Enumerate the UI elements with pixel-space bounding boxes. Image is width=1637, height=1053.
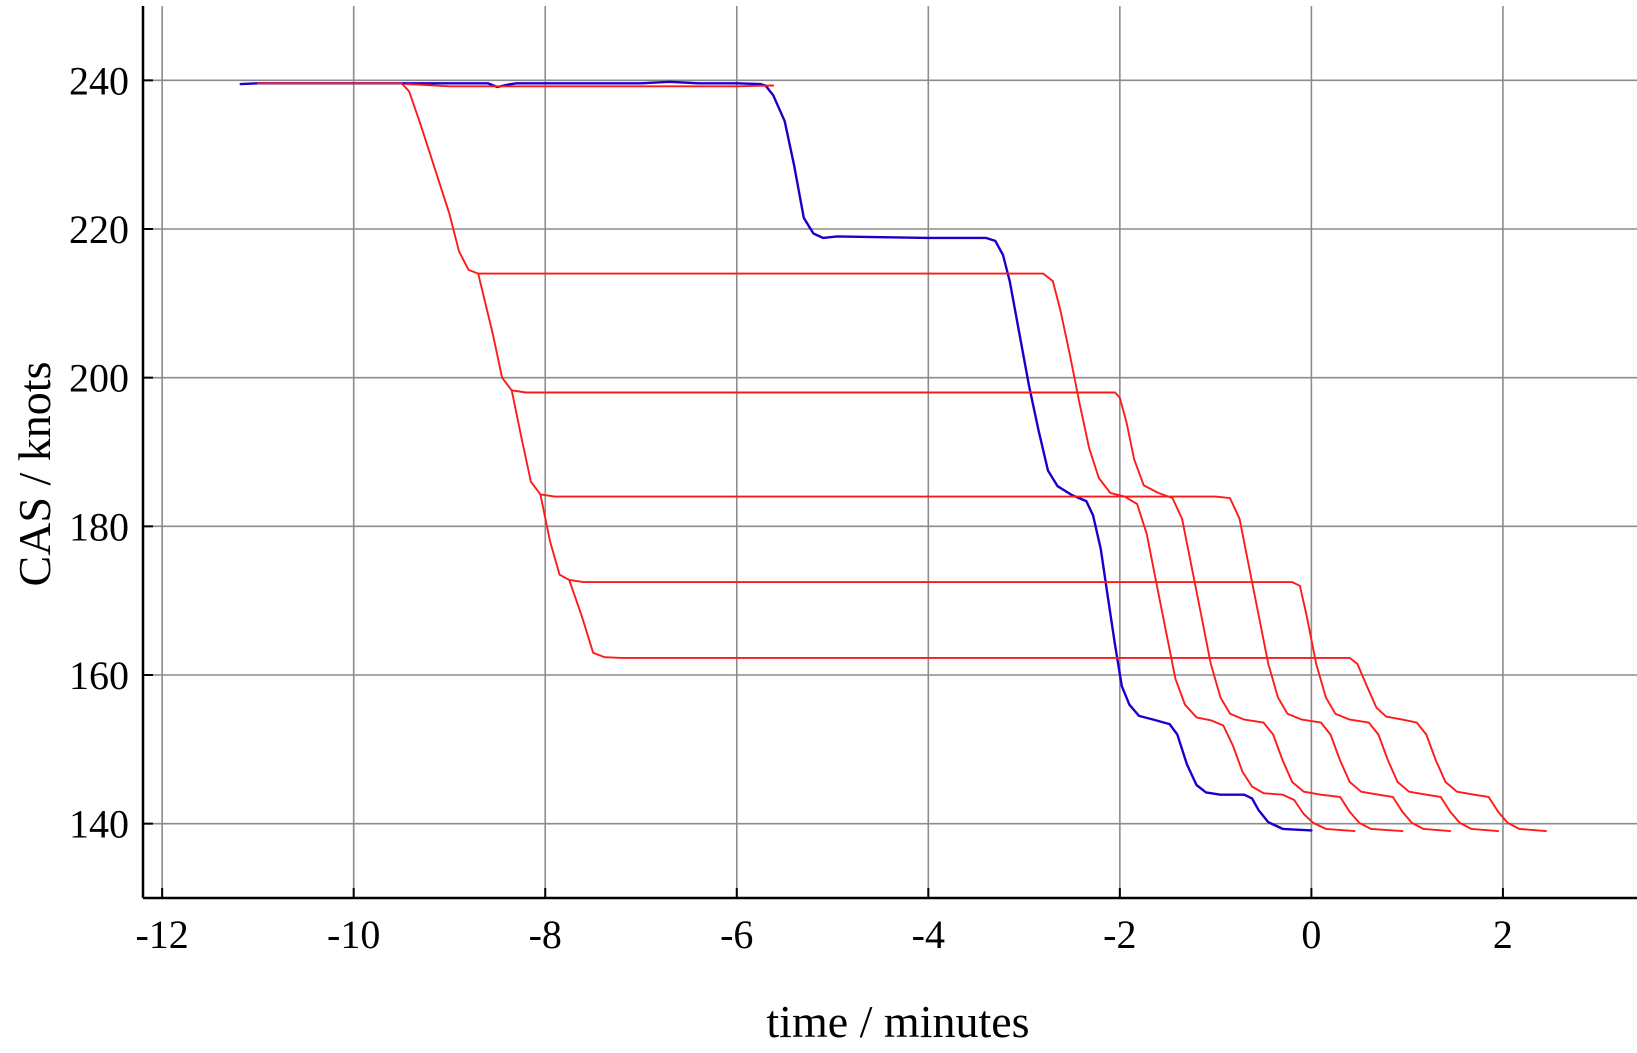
- blue-series-line: [239, 80, 1313, 832]
- x-tick-label: -10: [327, 912, 380, 957]
- y-tick-label: 240: [69, 58, 129, 103]
- y-tick-label: 200: [69, 356, 129, 401]
- red-series-line: [568, 578, 1547, 833]
- x-tick-label: -6: [720, 912, 753, 957]
- x-tick-label: -8: [529, 912, 562, 957]
- red-series-line: [405, 83, 775, 88]
- x-tick-label: 0: [1301, 912, 1321, 957]
- x-axis-label: time / minutes: [766, 996, 1029, 1047]
- y-tick-label: 160: [69, 653, 129, 698]
- grid-layer: [143, 6, 1637, 898]
- red-series-line: [539, 493, 1500, 833]
- y-tick-label: 220: [69, 207, 129, 252]
- red-series-line: [256, 82, 1356, 833]
- axes-layer: -12 -10 -8 -6 -4 -2 0 2 140 160 180 200 220 240: [69, 6, 1637, 957]
- red-series-line: [510, 389, 1452, 833]
- y-tick-label: 180: [69, 504, 129, 549]
- x-tick-label: -4: [912, 912, 945, 957]
- series-layer: [239, 80, 1547, 833]
- y-axis-label: CAS / knots: [9, 362, 60, 587]
- red-series-line: [477, 272, 1404, 833]
- x-tick-label: -12: [135, 912, 188, 957]
- labels-layer: time / minutes CAS / knots: [9, 362, 1030, 1047]
- x-tick-label: 2: [1493, 912, 1513, 957]
- y-tick-label: 140: [69, 802, 129, 847]
- x-tick-label: -2: [1103, 912, 1136, 957]
